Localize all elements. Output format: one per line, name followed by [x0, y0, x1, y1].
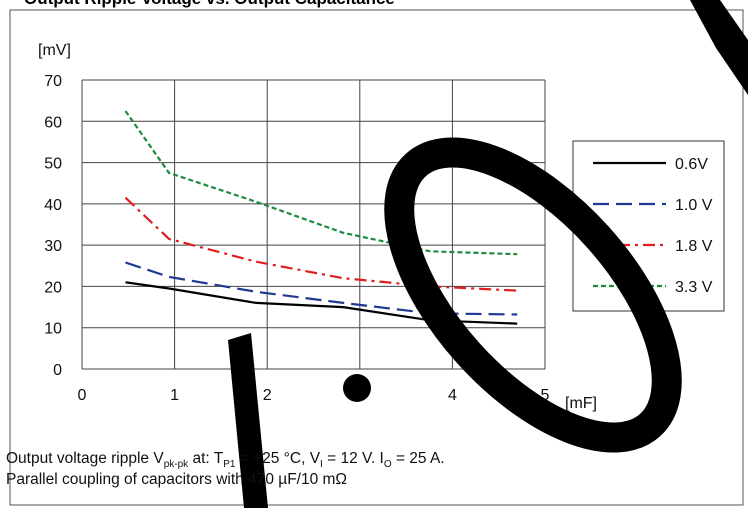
y-axis-label: [mV]	[38, 42, 71, 59]
series-line-2	[124, 196, 518, 292]
y-tick-label: 40	[44, 197, 62, 214]
watermark-stroke-left	[228, 333, 268, 508]
x-tick-label: 1	[170, 387, 179, 404]
caption-line-1: Output voltage ripple Vpk-pk at: TP1 = +…	[6, 450, 445, 471]
legend-label-1: 1.0 V	[675, 197, 713, 214]
x-tick-label: 0	[78, 387, 87, 404]
y-tick-label: 50	[44, 156, 62, 173]
y-tick-label: 70	[44, 73, 62, 90]
plot-grid	[81, 79, 546, 370]
x-axis-label: [mF]	[565, 395, 597, 412]
x-tick-label: 4	[448, 387, 457, 404]
watermark-stroke-right	[690, 0, 748, 95]
legend-label-2: 1.8 V	[675, 238, 713, 255]
y-tick-label: 0	[53, 362, 62, 379]
watermark-ring	[384, 137, 682, 453]
x-tick-label: 5	[541, 387, 550, 404]
y-tick-label: 10	[44, 321, 62, 338]
legend-label-3: 3.3 V	[675, 279, 713, 296]
caption-line-2: Parallel coupling of capacitors with 470…	[6, 471, 348, 488]
legend-label-0: 0.6V	[675, 156, 708, 173]
y-tick-label: 20	[44, 279, 62, 296]
chart-title: Output Ripple Voltage vs. Output Capacit…	[24, 0, 395, 8]
y-tick-label: 30	[44, 238, 62, 255]
x-tick-label: 2	[263, 387, 272, 404]
series-line-3	[124, 110, 518, 256]
watermark	[228, 0, 748, 508]
y-tick-label: 60	[44, 114, 62, 131]
watermark-dot	[343, 374, 371, 402]
axes: 012345010203040506070[mV][mF]	[38, 42, 597, 412]
chart-frame	[9, 9, 744, 506]
